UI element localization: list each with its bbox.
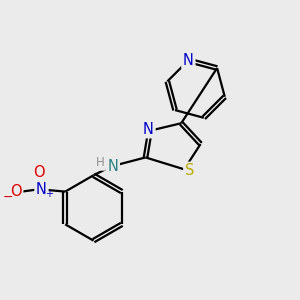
Text: N: N (183, 53, 194, 68)
Text: N: N (36, 182, 47, 197)
Text: O: O (10, 184, 22, 199)
Text: +: + (45, 189, 52, 199)
Text: S: S (185, 163, 194, 178)
Text: −: − (2, 190, 13, 203)
Text: N: N (143, 122, 154, 137)
Text: O: O (33, 165, 45, 180)
Text: H: H (96, 156, 104, 169)
Text: N: N (107, 159, 118, 174)
